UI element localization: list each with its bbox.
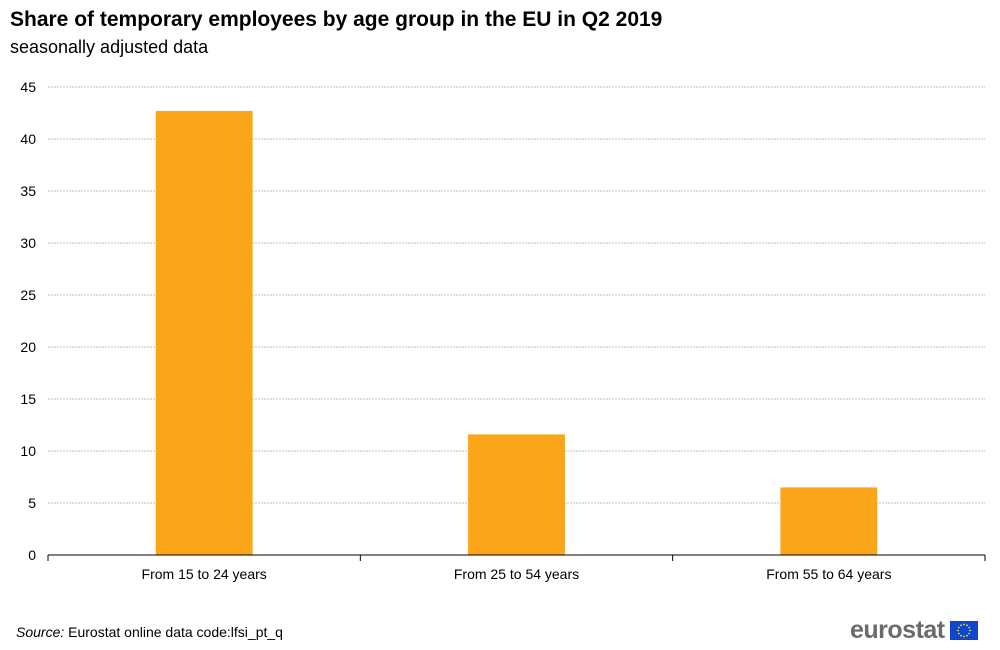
bar-2: [468, 434, 565, 555]
x-tick-label: From 55 to 64 years: [766, 566, 891, 582]
source-label: Source:: [16, 624, 65, 640]
y-tick-label: 15: [20, 391, 36, 407]
x-axis: From 15 to 24 years From 25 to 54 years Fr…: [47, 554, 986, 582]
bar-3: [780, 487, 878, 555]
eurostat-logo: eurostat: [850, 615, 978, 644]
y-tick-label: 0: [28, 547, 36, 563]
source-text: Eurostat online data code:lfsi_pt_q: [68, 624, 283, 640]
y-tick-label: 40: [20, 131, 36, 147]
chart-title: Share of temporary employees by age grou…: [10, 8, 663, 31]
y-tick-label: 30: [20, 235, 36, 251]
eu-flag-icon: [949, 620, 978, 640]
y-axis-ticks: 0 5 10 15 20 25 30 35 40 45: [20, 79, 36, 563]
x-tick-label: From 15 to 24 years: [142, 566, 267, 582]
y-tick-label: 45: [20, 79, 36, 95]
bars: [155, 110, 878, 556]
bar-1: [155, 110, 253, 556]
y-tick-label: 35: [20, 183, 36, 199]
y-tick-label: 10: [20, 443, 36, 459]
chart-subtitle: seasonally adjusted data: [10, 37, 209, 57]
y-tick-label: 20: [20, 339, 36, 355]
logo-text: eurostat: [850, 615, 945, 644]
y-tick-label: 5: [28, 495, 36, 511]
x-tick-label: From 25 to 54 years: [454, 566, 579, 582]
y-tick-label: 25: [20, 287, 36, 303]
source-note: Source: Eurostat online data code:lfsi_p…: [16, 624, 283, 640]
